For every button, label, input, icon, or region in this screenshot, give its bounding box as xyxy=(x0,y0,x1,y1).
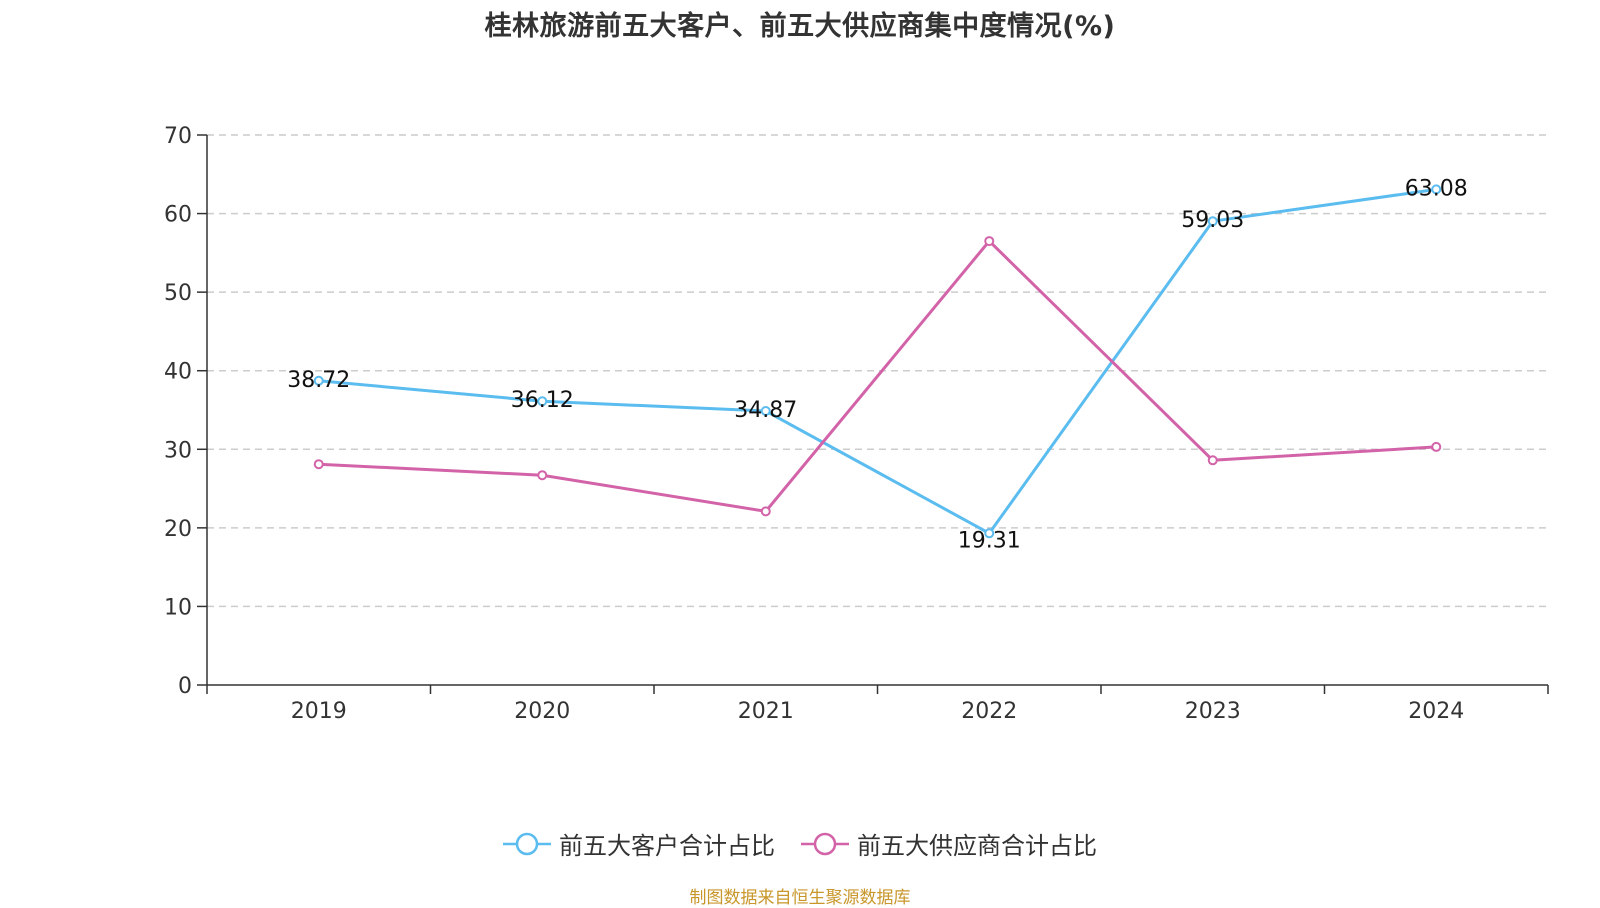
x-tick-label: 2024 xyxy=(1408,699,1464,724)
legend-label: 前五大客户合计占比 xyxy=(559,832,775,860)
data-point xyxy=(1431,441,1442,452)
data-point xyxy=(760,406,771,417)
y-tick-label: 60 xyxy=(164,203,192,228)
legend-item-suppliers[interactable]: 前五大供应商合计占比 xyxy=(801,826,1097,861)
data-point xyxy=(984,528,995,539)
source-note: 制图数据来自恒生聚源数据库 xyxy=(689,888,911,908)
y-tick-label: 20 xyxy=(164,517,192,542)
x-tick-label: 2021 xyxy=(738,699,794,724)
data-point xyxy=(1431,184,1442,195)
data-point xyxy=(537,396,548,407)
data-label: 19.31 xyxy=(958,528,1021,553)
legend-marker-icon xyxy=(801,832,849,855)
series-line-2 xyxy=(318,239,1437,513)
x-tick-label: 2020 xyxy=(514,699,570,724)
series-line-1 xyxy=(318,187,1437,535)
x-tick-label: 2022 xyxy=(961,699,1017,724)
y-tick-label: 70 xyxy=(164,124,192,149)
legend-marker-icon xyxy=(503,832,551,855)
data-label: 38.72 xyxy=(287,368,350,393)
legend: 前五大客户合计占比 前五大供应商合计占比 xyxy=(0,826,1600,861)
data-point xyxy=(313,459,324,470)
legend-item-customers[interactable]: 前五大客户合计占比 xyxy=(503,826,775,861)
axes: 0 10 20 30 40 50 60 70 2019 2020 2021 2022 2023 2024 xyxy=(164,124,1549,724)
data-label: 59.03 xyxy=(1181,208,1244,233)
legend-label: 前五大供应商合计占比 xyxy=(857,832,1097,860)
y-tick-label: 40 xyxy=(164,360,192,385)
data-labels: 38.72 36.12 34.87 19.31 59.03 63.08 xyxy=(287,176,1467,553)
data-point xyxy=(537,470,548,481)
data-label: 36.12 xyxy=(511,388,574,413)
y-tick-label: 0 xyxy=(178,674,192,699)
data-point xyxy=(760,506,771,517)
y-tick-label: 10 xyxy=(164,595,192,620)
y-tick-label: 30 xyxy=(164,438,192,463)
chart-title: 桂林旅游前五大客户、前五大供应商集中度情况(%) xyxy=(484,11,1116,42)
data-point xyxy=(1207,455,1218,466)
data-label: 63.08 xyxy=(1405,176,1468,201)
data-point xyxy=(1207,216,1218,227)
grid-lines xyxy=(207,134,1548,608)
y-tick-label: 50 xyxy=(164,281,192,306)
data-point xyxy=(984,236,995,247)
data-point xyxy=(313,375,324,386)
x-tick-label: 2019 xyxy=(291,699,347,724)
data-label: 34.87 xyxy=(734,398,797,423)
series-lines xyxy=(313,184,1442,539)
x-tick-label: 2023 xyxy=(1185,699,1241,724)
